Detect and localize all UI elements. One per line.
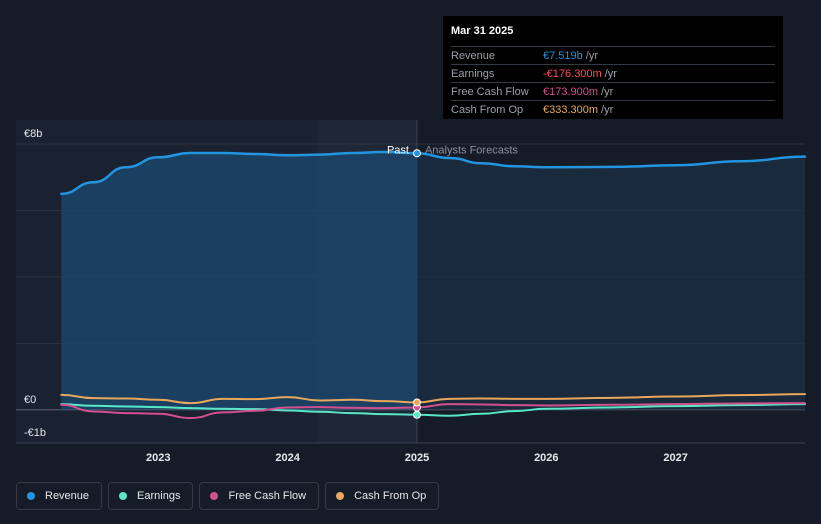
tooltip-unit: /yr	[604, 67, 617, 80]
legend-label: Cash From Op	[354, 490, 427, 502]
tooltip-row-free-cash-flow: Free Cash Flow €173.900m /yr	[451, 82, 775, 100]
legend-item-revenue[interactable]: Revenue	[16, 482, 103, 510]
legend-label: Earnings	[137, 490, 181, 502]
legend-label: Revenue	[45, 490, 90, 502]
earnings-marker	[412, 410, 421, 419]
legend-item-earnings[interactable]: Earnings	[108, 482, 194, 510]
revenue-line	[60, 150, 807, 196]
x-tick-label: 2025	[405, 452, 429, 464]
hover-markers	[412, 149, 421, 419]
legend-dot-icon	[336, 492, 345, 500]
legend: Revenue Earnings Free Cash Flow Cash Fro…	[16, 482, 440, 510]
tooltip-value: €333.300m	[543, 103, 599, 116]
legend-dot-icon	[27, 492, 35, 500]
tooltip-label: Earnings	[451, 67, 495, 80]
tooltip-unit: /yr	[601, 103, 614, 116]
legend-dot-icon	[210, 492, 219, 500]
tooltip-date: Mar 31 2025	[451, 25, 514, 37]
tooltip-value: €7.519b	[543, 49, 583, 62]
cash-from-op-line	[60, 393, 806, 405]
x-tick-label: 2026	[534, 452, 558, 464]
series-lines	[60, 150, 807, 420]
legend-label: Free Cash Flow	[228, 490, 307, 502]
tooltip-value: -€176.300m	[543, 67, 602, 80]
tooltip-value: €173.900m	[543, 85, 599, 98]
tooltip-label: Cash From Op	[451, 103, 524, 116]
x-tick-label: 2023	[146, 452, 170, 464]
tooltip-label: Free Cash Flow	[451, 85, 529, 98]
area-fills	[61, 151, 805, 410]
legend-item-free-cash-flow[interactable]: Free Cash Flow	[199, 482, 320, 510]
tooltip-row-revenue: Revenue €7.519b /yr	[451, 46, 775, 64]
y-tick-label: €0	[24, 394, 36, 406]
revenue-area-forecast	[416, 153, 805, 410]
x-tick-label: 2024	[275, 452, 300, 464]
earnings-line	[60, 403, 806, 417]
tooltip-label: Revenue	[451, 49, 496, 62]
axis-labels: €8b €0 -€1b 2023 2024 2025 2026 2027 Past Analyst…	[24, 128, 688, 464]
y-tick-label: €8b	[24, 128, 42, 140]
legend-item-cash-from-op[interactable]: Cash From Op	[325, 482, 440, 510]
revenue-marker	[412, 149, 421, 158]
tooltip-unit: /yr	[601, 85, 614, 98]
tooltip-row-earnings: Earnings -€176.300m /yr	[451, 64, 775, 82]
revenue-area-past	[61, 151, 417, 410]
tooltip-row-cash-from-op: Cash From Op €333.300m /yr	[451, 100, 775, 118]
tooltip-unit: /yr	[585, 49, 598, 62]
cash-from-op-marker	[412, 398, 421, 407]
tooltip-panel: Mar 31 2025 Revenue €7.519b /yr Earnings…	[443, 16, 783, 119]
x-tick-label: 2027	[663, 452, 687, 464]
legend-dot-icon	[119, 492, 128, 500]
forecast-label: Analysts Forecasts	[425, 144, 518, 156]
y-tick-label: -€1b	[24, 427, 46, 439]
free-cash-flow-line	[60, 402, 806, 420]
past-label: Past	[387, 144, 409, 156]
